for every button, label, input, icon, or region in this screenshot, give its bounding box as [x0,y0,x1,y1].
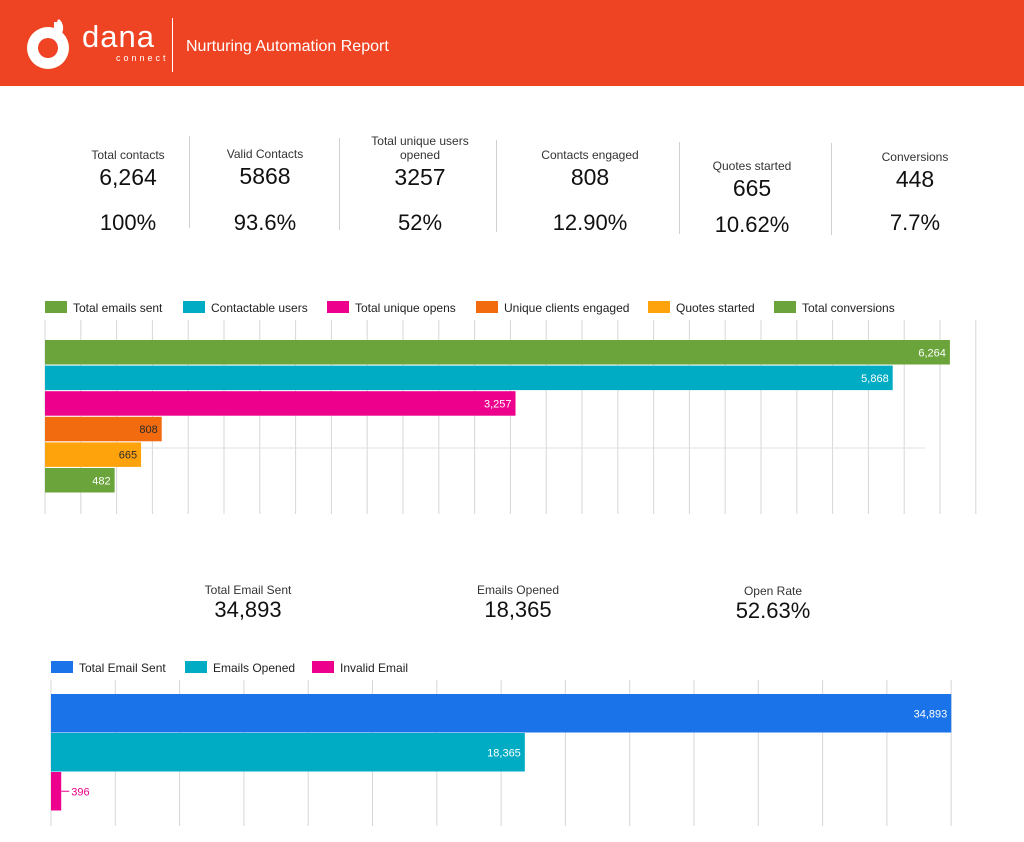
kpi-divider [831,143,832,235]
legend-label: Contactable users [211,301,308,315]
kpi-divider [679,142,680,234]
kpi-total-contacts: Total contacts 6,264 100% [68,132,188,242]
legend-label: Total unique opens [355,301,456,315]
stat-value: 18,365 [484,597,552,622]
legend-label: Invalid Email [340,661,409,675]
kpi-divider [339,138,340,230]
stat-emails-opened: Emails Opened 18,365 [458,583,578,623]
data-label: 482 [92,475,110,487]
kpi-value: 6,264 [99,164,157,190]
kpi-percentage: 93.6% [233,210,297,235]
kpi-label: Conversions [881,150,949,164]
kpi-value: 5868 [239,163,291,189]
legend-item: Emails Opened [185,660,295,676]
email-volume-bar-chart: 34,893 18,365 396 [50,680,952,826]
kpi-percentage: 100% [99,210,157,235]
kpi-value: 448 [895,166,935,192]
bar [45,365,893,391]
kpi-label: Contacts engaged [541,148,639,162]
legend-swatch [774,301,796,313]
kpi-percentage: 52% [397,210,443,235]
kpi-quotes-started: Quotes started 665 10.62% [692,132,812,242]
legend-item: Total unique opens [327,300,456,316]
kpi-divider [189,136,190,228]
bar [45,468,115,493]
kpi-percentage: 10.62% [714,212,790,237]
kpi-label: Quotes started [712,159,792,173]
stat-value: 52.63% [735,598,811,623]
kpi-value: 665 [732,175,772,201]
header-divider [172,18,173,72]
logo-wordmark: dana [82,19,155,54]
legend-swatch [476,301,498,313]
legend-item: Total emails sent [45,300,162,316]
data-label: 18,365 [487,747,521,759]
kpi-conversions: Conversions 448 7.7% [855,132,975,242]
legend-item: Contactable users [183,300,308,316]
data-label: 6,264 [918,347,946,359]
legend-swatch [327,301,349,313]
bar [45,416,162,442]
kpi-label: Total unique users opened [371,134,469,162]
bar [45,442,142,467]
bar [51,694,952,733]
legend-label: Total Email Sent [79,661,166,675]
legend-swatch [183,301,205,313]
stat-label: Emails Opened [476,583,560,597]
data-label: 3,257 [484,398,512,410]
kpi-value: 808 [570,164,610,190]
kpi-label: Total contacts [91,148,165,162]
legend-label: Unique clients engaged [504,301,630,315]
stat-label: Open Rate [743,584,803,598]
kpi-percentage: 12.90% [552,210,628,235]
legend-item: Invalid Email [312,660,408,676]
stat-value: 34,893 [214,597,282,622]
legend-swatch [185,661,207,673]
chart2-legend: Total Email Sent Emails Opened Invalid E… [51,660,651,678]
bar [51,772,62,811]
kpi-contacts-engaged: Contacts engaged 808 12.90% [525,132,655,242]
legend-item: Total conversions [774,300,895,316]
dana-logo-icon [27,18,69,69]
bar [45,391,516,416]
legend-label: Total emails sent [73,301,163,315]
stat-open-rate: Open Rate 52.63% [713,584,833,624]
data-label: 5,868 [861,373,889,385]
legend-swatch [312,661,334,673]
kpi-divider [496,140,497,232]
kpi-label: Valid Contacts [226,147,304,161]
legend-label: Emails Opened [213,661,296,675]
legend-item: Total Email Sent [51,660,166,676]
chart1-legend: Total emails sent Contactable users Tota… [45,300,985,318]
bar [45,340,950,365]
legend-label: Total conversions [802,301,895,315]
legend-swatch [648,301,670,313]
bar [51,733,525,772]
kpi-unique-users-opened: Total unique users opened 3257 52% [368,132,472,242]
kpi-value: 3257 [394,164,446,190]
logo-subtext: connect [116,53,169,63]
data-label: 34,893 [914,708,948,720]
data-label: 808 [139,424,157,436]
kpi-percentage: 7.7% [889,210,941,235]
legend-label: Quotes started [676,301,755,315]
contacts-funnel-bar-chart: 6,264 5,868 3,257 808 665 482 [44,320,977,514]
legend-swatch [51,661,73,673]
data-label: 665 [119,450,137,462]
data-label: 396 [71,786,89,798]
legend-swatch [45,301,67,313]
kpi-valid-contacts: Valid Contacts 5868 93.6% [205,132,325,242]
legend-item: Unique clients engaged [476,300,629,316]
stat-total-email-sent: Total Email Sent 34,893 [188,583,308,623]
stat-label: Total Email Sent [204,583,292,597]
legend-item: Quotes started [648,300,755,316]
page-title: Nurturing Automation Report [186,38,389,55]
report-header: dana connect Nurturing Automation Report [0,0,1024,86]
